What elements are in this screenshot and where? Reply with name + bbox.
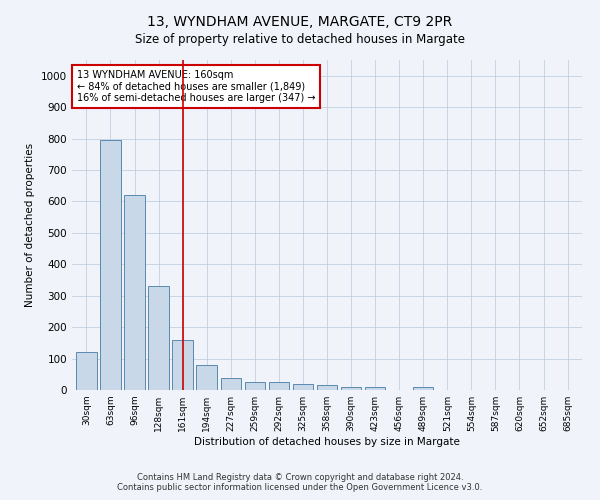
Bar xyxy=(172,340,193,390)
Bar xyxy=(317,386,337,390)
Bar xyxy=(196,365,217,390)
Bar xyxy=(221,378,241,390)
Y-axis label: Number of detached properties: Number of detached properties xyxy=(25,143,35,307)
Text: 13, WYNDHAM AVENUE, MARGATE, CT9 2PR: 13, WYNDHAM AVENUE, MARGATE, CT9 2PR xyxy=(148,15,452,29)
Bar xyxy=(341,387,361,390)
Bar xyxy=(293,384,313,390)
Bar xyxy=(269,382,289,390)
X-axis label: Distribution of detached houses by size in Margate: Distribution of detached houses by size … xyxy=(194,437,460,447)
Bar xyxy=(76,352,97,390)
Text: Size of property relative to detached houses in Margate: Size of property relative to detached ho… xyxy=(135,32,465,46)
Bar xyxy=(148,286,169,390)
Bar xyxy=(100,140,121,390)
Text: 13 WYNDHAM AVENUE: 160sqm
← 84% of detached houses are smaller (1,849)
16% of se: 13 WYNDHAM AVENUE: 160sqm ← 84% of detac… xyxy=(77,70,316,103)
Bar xyxy=(365,387,385,390)
Text: Contains HM Land Registry data © Crown copyright and database right 2024.
Contai: Contains HM Land Registry data © Crown c… xyxy=(118,473,482,492)
Bar xyxy=(413,388,433,390)
Bar xyxy=(124,195,145,390)
Bar xyxy=(245,382,265,390)
